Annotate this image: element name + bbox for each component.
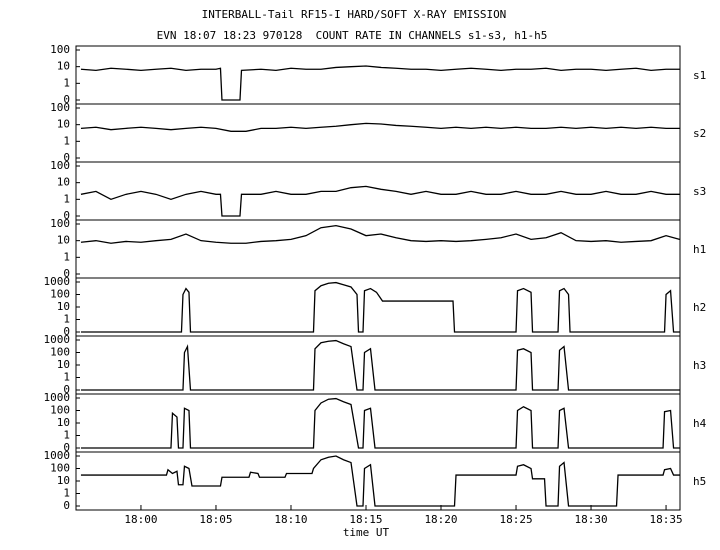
channel-label: h1 bbox=[693, 243, 706, 256]
x-tick-label: 18:00 bbox=[124, 513, 157, 526]
channel-label: h4 bbox=[693, 417, 707, 430]
y-tick-label: 1000 bbox=[44, 391, 71, 404]
y-tick-label: 1 bbox=[63, 250, 70, 263]
x-tick-label: 18:05 bbox=[199, 513, 232, 526]
y-tick-label: 10 bbox=[57, 416, 70, 429]
y-tick-label: 1 bbox=[63, 429, 70, 442]
y-tick-label: 1 bbox=[63, 487, 70, 500]
y-tick-label: 1000 bbox=[44, 333, 71, 346]
y-tick-label: 1 bbox=[63, 371, 70, 384]
y-tick-label: 100 bbox=[50, 43, 70, 56]
y-tick-label: 10 bbox=[57, 234, 70, 247]
panel-frame bbox=[75, 161, 681, 221]
y-tick-label: 1000 bbox=[44, 275, 71, 288]
chart-title: INTERBALL-Tail RF15-I HARD/SOFT X-RAY EM… bbox=[202, 8, 507, 21]
x-tick-label: 18:25 bbox=[499, 513, 532, 526]
y-tick-label: 100 bbox=[50, 217, 70, 230]
y-tick-label: 100 bbox=[50, 101, 70, 114]
panel-frame bbox=[75, 277, 681, 337]
y-tick-label: 10 bbox=[57, 118, 70, 131]
y-tick-label: 1 bbox=[63, 134, 70, 147]
x-tick-label: 18:30 bbox=[574, 513, 607, 526]
y-tick-label: 0 bbox=[63, 499, 70, 512]
y-tick-label: 100 bbox=[50, 462, 70, 475]
y-tick-label: 0 bbox=[63, 267, 70, 280]
x-axis-label: time UT bbox=[343, 526, 390, 539]
data-line bbox=[80, 122, 680, 132]
y-tick-label: 0 bbox=[63, 383, 70, 396]
y-tick-label: 100 bbox=[50, 288, 70, 301]
channel-label: s2 bbox=[693, 127, 706, 140]
y-tick-label: 1000 bbox=[44, 449, 71, 462]
y-tick-label: 10 bbox=[57, 176, 70, 189]
panel-frame bbox=[75, 335, 681, 395]
panel-frame bbox=[75, 219, 681, 279]
x-tick-label: 18:20 bbox=[424, 513, 457, 526]
channel-label: s1 bbox=[693, 69, 706, 82]
y-tick-label: 1 bbox=[63, 76, 70, 89]
data-line bbox=[80, 455, 680, 507]
data-line bbox=[80, 397, 680, 449]
data-line bbox=[80, 65, 680, 101]
panel-frame bbox=[75, 45, 681, 105]
channel-label: s3 bbox=[693, 185, 706, 198]
x-tick-label: 18:35 bbox=[649, 513, 682, 526]
chart-subtitle: EVN 18:07 18:23 970128 COUNT RATE IN CHA… bbox=[157, 29, 548, 42]
panel-frame bbox=[75, 393, 681, 453]
data-line bbox=[80, 185, 680, 217]
channel-label: h3 bbox=[693, 359, 706, 372]
data-line bbox=[80, 281, 680, 333]
y-tick-label: 0 bbox=[63, 151, 70, 164]
panel-frame bbox=[75, 103, 681, 163]
y-tick-label: 10 bbox=[57, 474, 70, 487]
y-tick-label: 10 bbox=[57, 300, 70, 313]
y-tick-label: 0 bbox=[63, 209, 70, 222]
y-tick-label: 10 bbox=[57, 358, 70, 371]
y-tick-label: 10 bbox=[57, 60, 70, 73]
y-tick-label: 1 bbox=[63, 313, 70, 326]
y-tick-label: 100 bbox=[50, 404, 70, 417]
x-tick-label: 18:15 bbox=[349, 513, 382, 526]
y-tick-label: 100 bbox=[50, 159, 70, 172]
y-tick-label: 0 bbox=[63, 441, 70, 454]
data-line bbox=[80, 224, 680, 244]
y-tick-label: 0 bbox=[63, 325, 70, 338]
channel-label: h2 bbox=[693, 301, 706, 314]
x-tick-label: 18:10 bbox=[274, 513, 307, 526]
panel-frame bbox=[75, 451, 681, 511]
y-tick-label: 100 bbox=[50, 346, 70, 359]
data-line bbox=[80, 339, 680, 391]
channel-label: h5 bbox=[693, 475, 706, 488]
y-tick-label: 1 bbox=[63, 192, 70, 205]
y-tick-label: 0 bbox=[63, 93, 70, 106]
